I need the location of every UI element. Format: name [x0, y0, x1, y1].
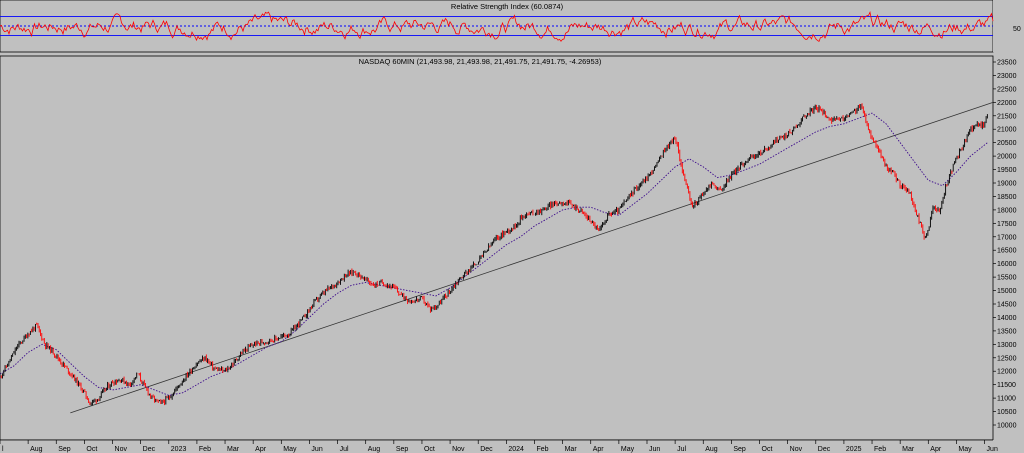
y-tick-label: 11000 [997, 396, 1016, 403]
x-tick-label: Dec [818, 446, 831, 453]
price-candles [0, 103, 988, 406]
x-tick-label: May [283, 446, 297, 453]
x-tick-label: Mar [902, 446, 915, 453]
x-tick-label: Apr [593, 446, 605, 453]
y-tick-label: 15000 [997, 288, 1017, 295]
rsi-series-line [0, 11, 994, 43]
y-tick-label: 10000 [997, 423, 1017, 430]
y-tick-label: 10500 [997, 409, 1017, 416]
rsi-title: Relative Strength Index (60.0874) [451, 2, 564, 11]
x-tick-label: Sep [396, 446, 409, 453]
x-tick-label: Apr [255, 446, 267, 453]
x-tick-label: Sep [58, 446, 71, 453]
x-tick-label: May [958, 446, 972, 453]
y-tick-label: 19500 [997, 167, 1017, 174]
price-pane: NASDAQ 60MIN (21,493.98, 21,493.98, 21,4… [0, 55, 1017, 441]
y-tick-label: 13500 [997, 328, 1017, 335]
trendline [70, 101, 994, 414]
x-tick-label: Feb [199, 446, 211, 453]
y-tick-label: 22000 [997, 100, 1017, 107]
y-tick-label: 11500 [997, 382, 1016, 389]
x-tick-label: Jun [649, 446, 660, 453]
y-tick-label: 17000 [997, 234, 1017, 241]
x-tick-label: Nov [790, 446, 803, 453]
x-tick-label: Nov [115, 446, 128, 453]
x-tick-label: 2023 [171, 446, 187, 453]
rsi-tick-label: 50 [1013, 26, 1021, 33]
x-tick-label: Dec [143, 446, 156, 453]
x-tick-label: Feb [536, 446, 548, 453]
x-tick-label: May [621, 446, 635, 453]
y-tick-label: 15500 [997, 275, 1017, 282]
x-tick-label: 2024 [508, 446, 524, 453]
x-tick-label: Aug [705, 446, 718, 453]
rsi-pane: Relative Strength Index (60.0874) 50 [0, 0, 1024, 53]
x-tick-label: Mar [227, 446, 240, 453]
x-axis-area [0, 440, 1024, 453]
x-tick-label: Jun [311, 446, 322, 453]
y-tick-label: 23500 [997, 60, 1017, 67]
x-tick-label: Aug [368, 446, 381, 453]
y-tick-label: 16000 [997, 261, 1017, 268]
price-title: NASDAQ 60MIN (21,493.98, 21,493.98, 21,4… [359, 57, 602, 66]
y-tick-label: 16500 [997, 248, 1017, 255]
x-tick-label: l [2, 446, 4, 453]
x-tick-label: Oct [86, 446, 97, 453]
rsi-series-path [0, 11, 994, 43]
y-tick-label: 21000 [997, 127, 1017, 134]
x-tick-label: Mar [565, 446, 578, 453]
x-tick-label: Apr [930, 446, 942, 453]
y-tick-label: 13000 [997, 342, 1017, 349]
y-tick-label: 17500 [997, 221, 1017, 228]
x-tick-label: Jul [677, 446, 686, 453]
y-tick-label: 14000 [997, 315, 1017, 322]
price-plot-frame [0, 55, 994, 441]
y-tick-label: 18000 [997, 207, 1017, 214]
rsi-axis-area [993, 0, 1024, 52]
y-tick-label: 18500 [997, 194, 1017, 201]
x-tick-label: Sep [733, 446, 746, 453]
moving-average-line [0, 112, 988, 396]
x-tick-label: Jul [340, 446, 349, 453]
x-tick-label: Nov [452, 446, 465, 453]
y-tick-label: 22500 [997, 86, 1017, 93]
x-tick-label: Oct [424, 446, 435, 453]
y-tick-label: 20000 [997, 154, 1017, 161]
x-tick-label: Dec [480, 446, 493, 453]
x-tick-label: Feb [874, 446, 886, 453]
y-tick-label: 19000 [997, 181, 1017, 188]
x-axis: l Aug Sep Oct Nov Dec 2023 Feb Mar Apr May Jun Jul Au… [0, 439, 1024, 453]
y-tick-label: 14500 [997, 302, 1017, 309]
y-tick-label: 23000 [997, 73, 1017, 80]
rsi-reference-lines [0, 15, 993, 37]
moving-average-path [0, 112, 988, 396]
x-tick-label: Oct [762, 446, 773, 453]
trendline-path [70, 101, 994, 414]
y-tick-label: 12000 [997, 369, 1017, 376]
price-y-axis: 10000 10500 11000 11500 12000 12500 13000 13500… [993, 60, 1017, 430]
y-tick-label: 12500 [997, 355, 1017, 362]
y-tick-label: 20500 [997, 140, 1017, 147]
x-tick-label: Jun [987, 446, 998, 453]
x-tick-label: 2025 [846, 446, 862, 453]
x-tick-label: Aug [30, 446, 43, 453]
y-tick-label: 21500 [997, 113, 1017, 120]
